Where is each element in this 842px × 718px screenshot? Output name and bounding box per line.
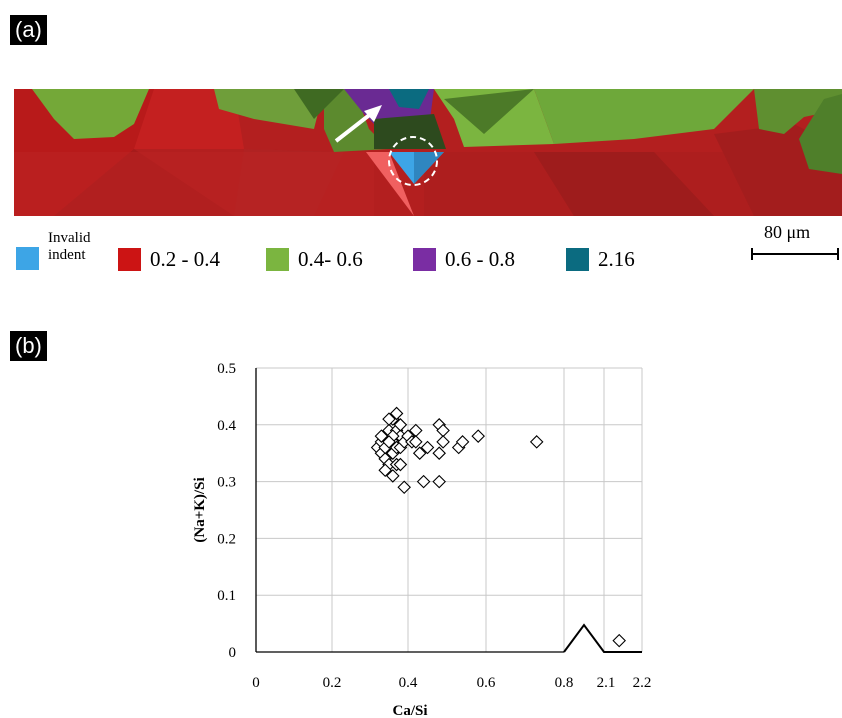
y-tick-label: 0.5: [217, 361, 236, 377]
legend-label-red: 0.2 - 0.4: [150, 247, 220, 271]
legend-label-green: 0.4- 0.6: [298, 247, 363, 271]
data-point: [374, 429, 389, 443]
legend-swatch-teal: [566, 248, 589, 271]
data-point: [397, 480, 411, 495]
data-point: [393, 418, 408, 432]
y-axis-title: (Na+K)/Si: [192, 477, 208, 542]
legend-label-teal: 2.16: [598, 247, 635, 271]
x-tick-label: 0.2: [323, 675, 342, 691]
y-tick-label: 0.4: [217, 418, 236, 434]
data-point: [393, 457, 408, 472]
legend-range-0.2-0.4: 0.2 - 0.4: [118, 247, 220, 272]
x-axis-title: Ca/Si: [392, 703, 427, 718]
chart-ticks: 0 0.2 0.4 0.6 0.8 2.1 2.2 0 0.1 0.2 0.3 0.4 0.5: [217, 361, 651, 691]
data-point: [455, 435, 470, 449]
data-point: [416, 474, 431, 489]
data-point: [382, 412, 396, 426]
ca-si-ratio-map: [14, 89, 842, 216]
legend-range-0.4-0.6: 0.4- 0.6: [266, 247, 363, 272]
x-axis-break: [563, 623, 642, 653]
y-tick-label: 0: [229, 645, 237, 661]
data-point: [412, 446, 427, 460]
x-tick-label: 0: [252, 675, 260, 691]
data-point: [378, 463, 392, 478]
panel-label-a: (a): [10, 15, 47, 45]
x-tick-label: 2.2: [633, 675, 652, 691]
data-point: [409, 435, 423, 449]
y-tick-label: 0.1: [217, 588, 236, 604]
data-point: [420, 440, 435, 455]
panel-label-b: (b): [10, 331, 47, 361]
data-point: [529, 435, 544, 449]
x-tick-label: 2.1: [597, 675, 616, 691]
data-point: [386, 469, 400, 483]
y-tick-label: 0.3: [217, 475, 236, 491]
legend-swatch-red: [118, 248, 141, 271]
legend-swatch-invalid: [16, 247, 39, 270]
data-point: [382, 435, 396, 449]
legend-value-2.16: 2.16: [566, 247, 635, 272]
chart-axes: [255, 368, 642, 653]
chart-points: [370, 406, 626, 648]
x-tick-label: 0.6: [477, 675, 496, 691]
data-point: [432, 474, 446, 489]
data-point: [436, 435, 450, 449]
data-point: [471, 429, 485, 443]
legend-label-purple: 0.6 - 0.8: [445, 247, 515, 271]
legend-invalid-indent: Invalid indent: [16, 230, 112, 270]
data-point: [389, 406, 404, 421]
x-tick-label: 0.8: [555, 675, 574, 691]
x-tick-label: 0.4: [399, 675, 418, 691]
scale-bar: [751, 248, 839, 260]
legend-swatch-green: [266, 248, 289, 271]
chart-grid: [256, 367, 643, 652]
legend-label-invalid: Invalid indent: [48, 229, 91, 263]
legend-range-0.6-0.8: 0.6 - 0.8: [413, 247, 515, 272]
data-point: [612, 633, 626, 648]
scale-bar-label: 80 μm: [764, 222, 811, 242]
legend-swatch-purple: [413, 248, 436, 271]
data-point: [432, 446, 446, 460]
y-tick-label: 0.2: [217, 531, 236, 547]
